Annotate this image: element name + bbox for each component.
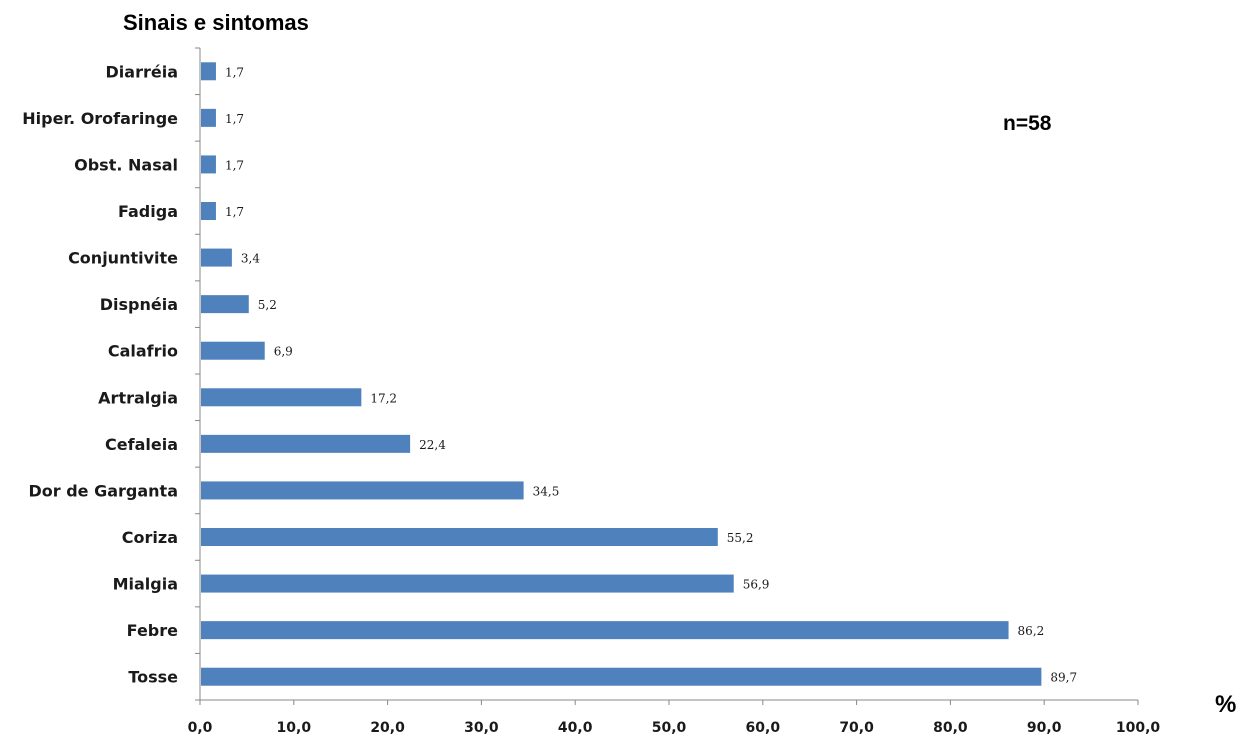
axes-group — [195, 47, 1139, 705]
x-tick-label: 40,0 — [558, 720, 593, 736]
data-label: 1,7 — [225, 112, 244, 126]
category-label: Artralgia — [98, 388, 178, 407]
bar — [201, 574, 734, 593]
category-label: Fadiga — [118, 202, 178, 221]
bar — [201, 388, 362, 407]
data-label: 1,7 — [225, 205, 244, 219]
bar — [201, 295, 249, 314]
data-label: 55,2 — [727, 531, 754, 545]
data-label: 1,7 — [225, 158, 244, 172]
data-label: 3,4 — [241, 252, 260, 266]
bar — [201, 528, 718, 546]
bar — [201, 434, 411, 453]
category-label: Calafrio — [108, 342, 178, 361]
x-tick-label: 70,0 — [839, 720, 874, 736]
data-label: 86,2 — [1018, 624, 1045, 638]
data-label: 89,7 — [1050, 671, 1077, 685]
category-label: Diarréia — [106, 62, 178, 81]
category-label: Febre — [127, 621, 178, 640]
bars-group — [201, 62, 1042, 686]
data-label: 6,9 — [274, 345, 293, 359]
labels-group: 0,0 10,0 20,0 30,0 40,0 50,0 60,0 70,0 80,0 90,0 1… — [22, 62, 1160, 736]
category-label: Tosse — [128, 668, 178, 687]
x-axis-unit-label: % — [1215, 691, 1237, 718]
category-label: Mialgia — [113, 575, 178, 594]
bar — [201, 481, 524, 500]
category-label: Cefaleia — [105, 435, 178, 454]
data-label: 34,5 — [533, 484, 560, 498]
x-tick-label: 10,0 — [277, 720, 312, 736]
bar — [201, 621, 1009, 640]
x-tick-label: 30,0 — [464, 720, 499, 736]
x-tick-label: 0,0 — [188, 720, 213, 736]
x-tick-label: 50,0 — [652, 720, 687, 736]
category-label: Hiper. Orofaringe — [22, 109, 178, 128]
x-tick-label: 20,0 — [370, 720, 405, 736]
bar — [201, 155, 216, 174]
data-label: 22,4 — [419, 438, 446, 452]
category-label: Dispnéia — [100, 295, 178, 314]
sample-size-note: n=58 — [1003, 112, 1052, 135]
category-label: Dor de Garganta — [28, 481, 178, 500]
category-label: Obst. Nasal — [74, 155, 178, 174]
bar — [201, 667, 1042, 686]
data-label: 5,2 — [258, 298, 277, 312]
bar — [201, 108, 216, 127]
x-tick-label: 90,0 — [1027, 720, 1062, 736]
data-label: 17,2 — [370, 391, 397, 405]
x-tick-label: 80,0 — [933, 720, 968, 736]
x-tick-label: 100,0 — [1116, 720, 1161, 736]
category-label: Conjuntivite — [68, 249, 178, 268]
bar — [201, 341, 265, 360]
x-tick-label: 60,0 — [746, 720, 781, 736]
chart-title: Sinais e sintomas — [123, 10, 309, 35]
bar — [201, 248, 232, 267]
bar — [201, 62, 216, 81]
bar — [201, 202, 216, 220]
data-label: 56,9 — [743, 578, 770, 592]
category-label: Coriza — [122, 528, 178, 547]
data-label: 1,7 — [225, 65, 244, 79]
